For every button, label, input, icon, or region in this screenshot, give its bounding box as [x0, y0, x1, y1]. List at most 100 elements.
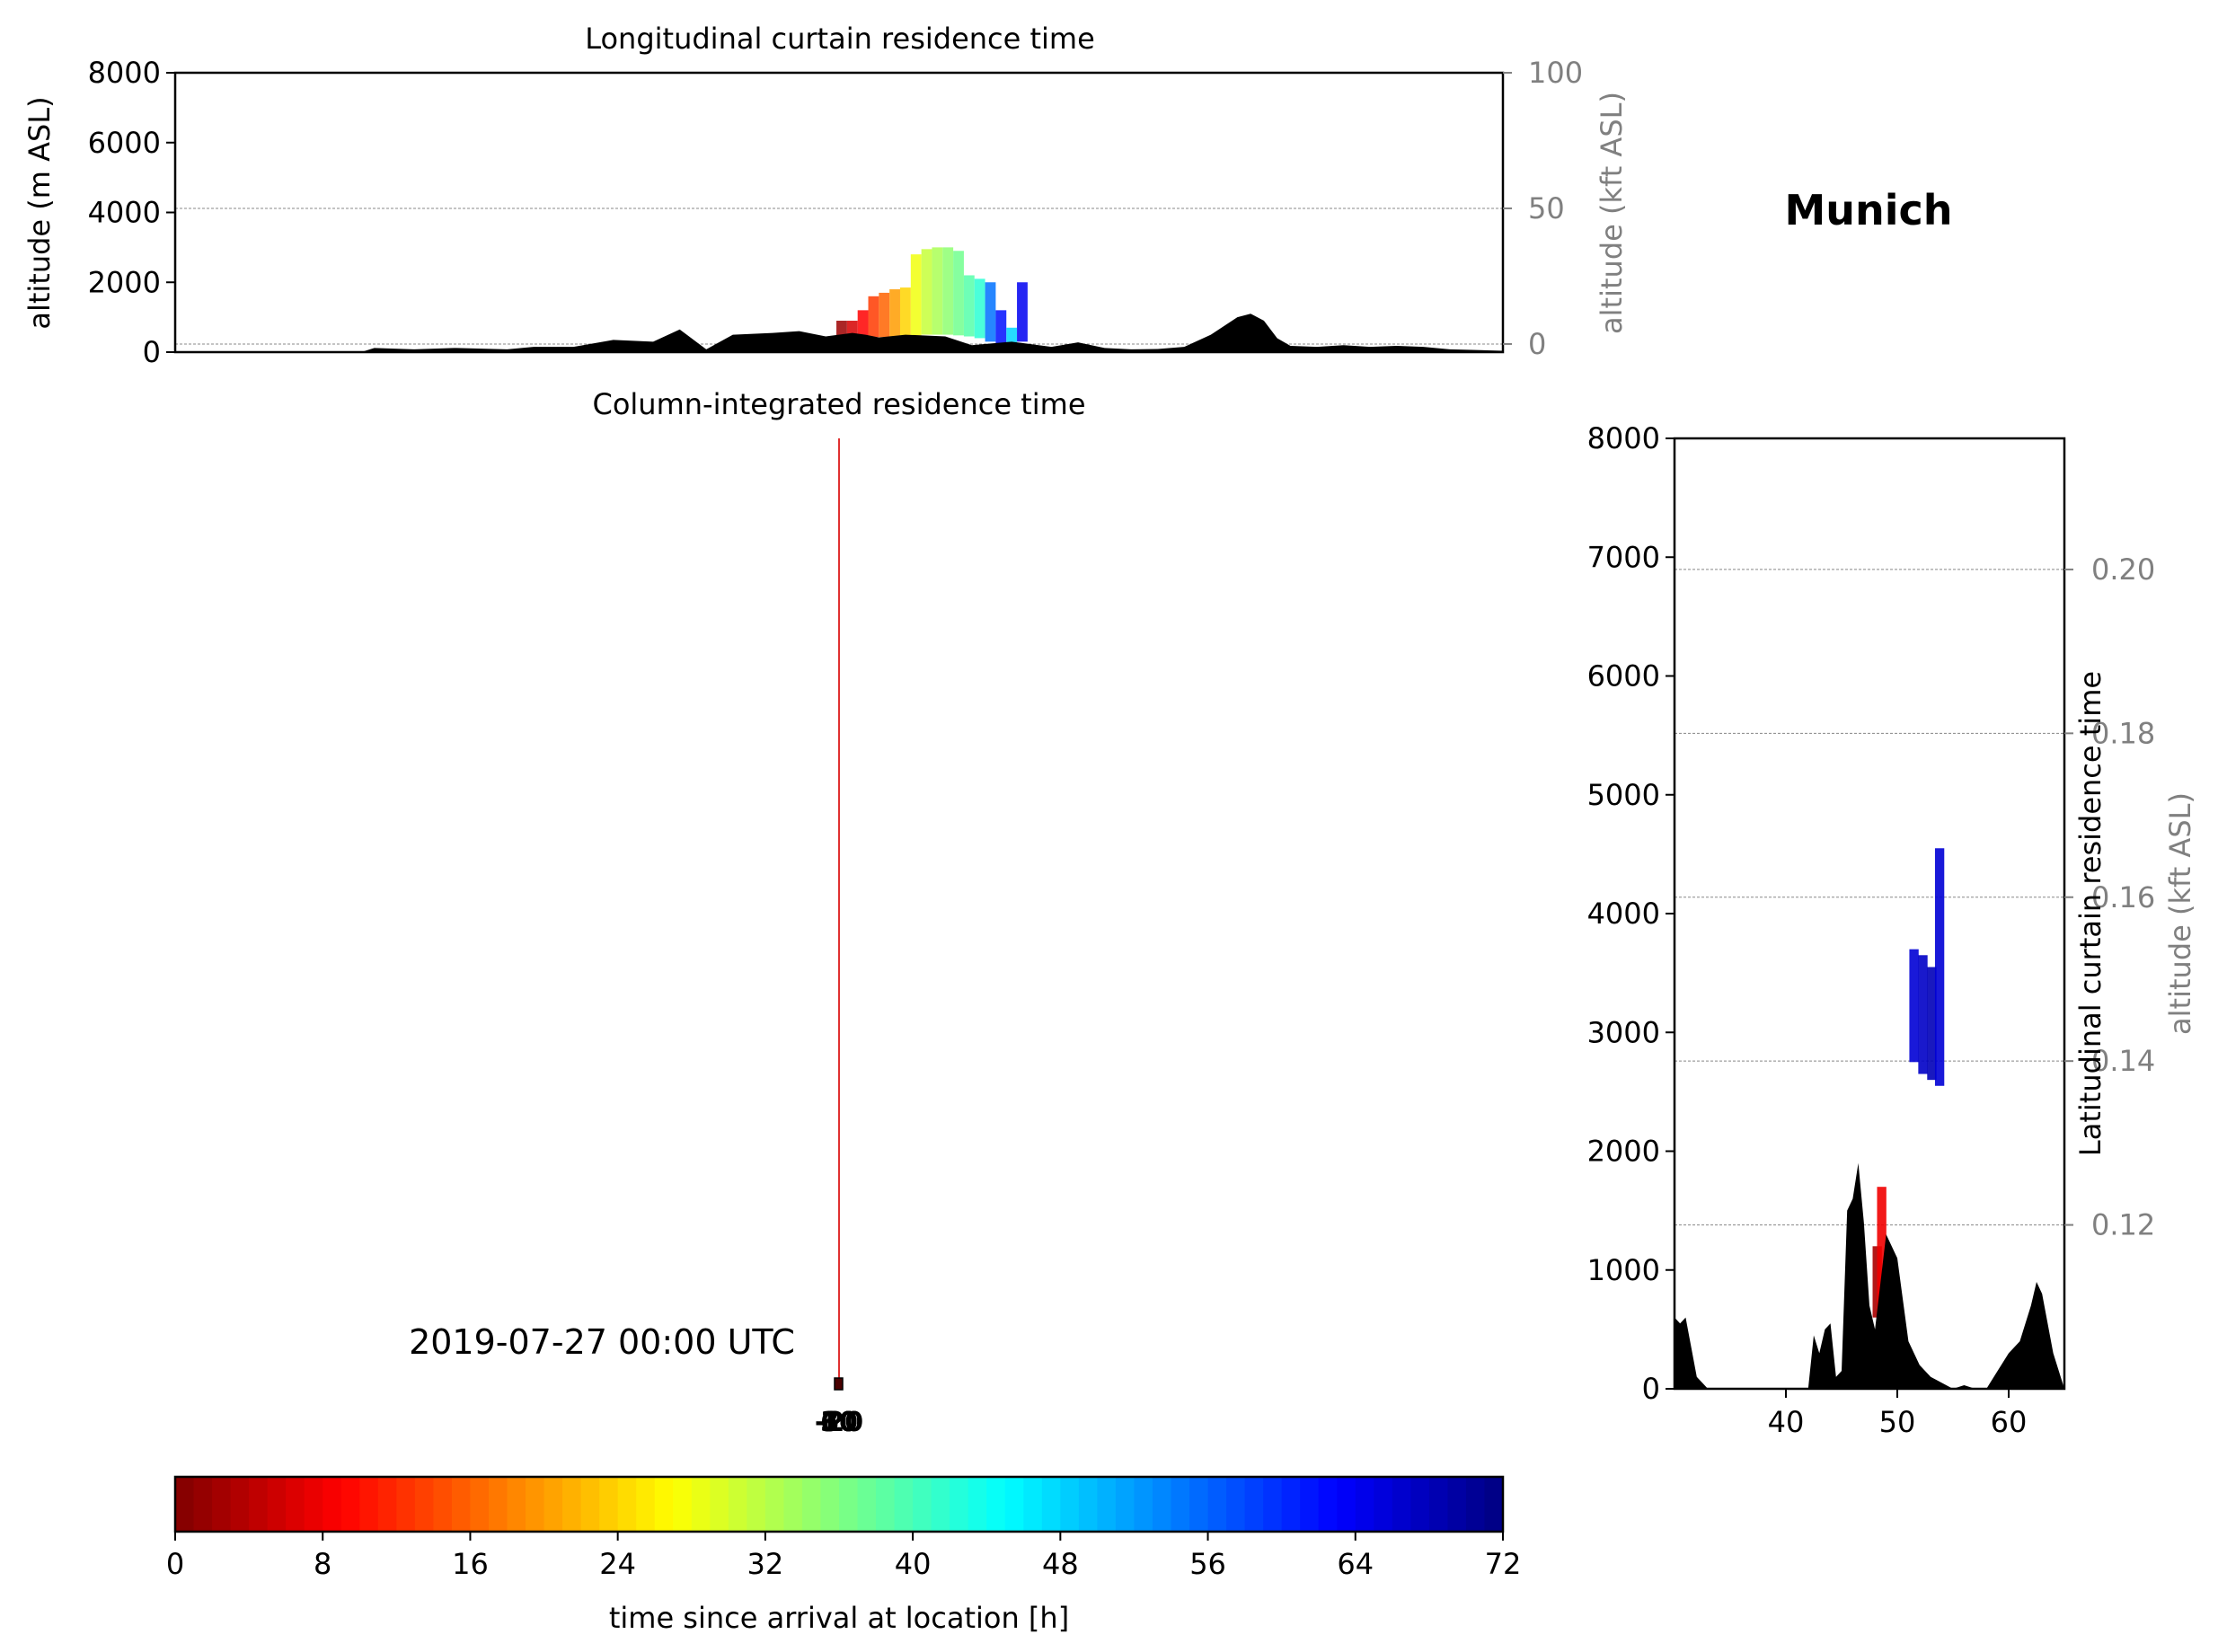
- colorbar-cell: [286, 1477, 305, 1532]
- colorbar-cell: [913, 1477, 932, 1532]
- colorbar-cell: [1465, 1477, 1486, 1532]
- plume-column: [1927, 967, 1937, 1081]
- colorbar-cell: [396, 1477, 416, 1532]
- plume-column: [995, 310, 1007, 346]
- column-title: Column-integrated residence time: [592, 387, 1085, 421]
- colorbar-cell: [691, 1477, 711, 1532]
- y2-tick-label: 0.12: [2091, 1208, 2155, 1242]
- y2-tick-label: 50: [1528, 191, 1565, 225]
- colorbar-cell: [764, 1477, 785, 1532]
- colorbar-tick-label: 64: [1337, 1547, 1374, 1581]
- colorbar-cell: [1447, 1477, 1467, 1532]
- plume-column: [846, 321, 858, 339]
- colorbar-cell: [1484, 1477, 1504, 1532]
- colorbar-tick-label: 24: [599, 1547, 636, 1581]
- plume-column: [836, 321, 847, 339]
- plume-column: [921, 249, 932, 335]
- y2-tick-label: 0.14: [2091, 1044, 2155, 1078]
- x-tick-label: 60: [1991, 1405, 2028, 1439]
- latitudinal-x-ticks: 40 50 60: [1768, 1389, 2028, 1439]
- colorbar-cell: [617, 1477, 637, 1532]
- timestamp-label: 2019-07-27 00:00 UTC: [409, 1322, 795, 1362]
- colorbar-cell: [507, 1477, 526, 1532]
- plume-column: [889, 289, 900, 337]
- column-integrated-panel: Column-integrated residence time -201030…: [592, 387, 1085, 1438]
- x-tick-label: 50: [1879, 1405, 1916, 1439]
- colorbar-cell: [580, 1477, 600, 1532]
- colorbar-cell: [783, 1477, 803, 1532]
- column-marker: [834, 1377, 844, 1391]
- colorbar-cell: [728, 1477, 747, 1532]
- colorbar-cell: [414, 1477, 434, 1532]
- colorbar-cell: [894, 1477, 914, 1532]
- colorbar-tick-label: 40: [895, 1547, 932, 1581]
- plume-column: [985, 282, 996, 342]
- colorbar-cell: [1355, 1477, 1374, 1532]
- y-tick-label: 7000: [1587, 540, 1660, 574]
- y-tick-label: 8000: [88, 56, 161, 90]
- longitudinal-terrain: [175, 314, 1503, 352]
- y2-tick-label: 100: [1528, 56, 1583, 90]
- y-tick-label: 4000: [1587, 897, 1660, 931]
- plume-column: [942, 247, 954, 335]
- colorbar-cell: [1318, 1477, 1338, 1532]
- colorbar-cell: [1023, 1477, 1043, 1532]
- latitudinal-terrain: [1675, 1162, 2064, 1389]
- x-tick-label: 40: [1768, 1405, 1805, 1439]
- y2-tick-label: 0: [1528, 327, 1546, 361]
- colorbar-cell: [1263, 1477, 1283, 1532]
- colorbar-cell: [876, 1477, 896, 1532]
- colorbar-cell: [1097, 1477, 1117, 1532]
- longitudinal-y2-ticks: 0 50 100: [1503, 56, 1583, 361]
- plume-column: [879, 292, 890, 338]
- colorbar-cell: [1374, 1477, 1393, 1532]
- longitudinal-ylabel: altitude (m ASL): [22, 96, 57, 329]
- colorbar-frame: [173, 1475, 1505, 1533]
- plume-column: [953, 251, 964, 336]
- longitudinal-grid: [175, 72, 1503, 345]
- column-tick-label: 60: [820, 1407, 858, 1438]
- column-tick-label: -20: [815, 1407, 863, 1438]
- colorbar-cell: [193, 1477, 213, 1532]
- latitudinal-plume: [1872, 848, 1945, 1330]
- column-tick-label: 30: [820, 1407, 858, 1438]
- plume-column: [963, 275, 975, 337]
- colorbar-tick-label: 0: [166, 1547, 184, 1581]
- location-title: Munich: [1784, 186, 1952, 234]
- colorbar-cell: [931, 1477, 950, 1532]
- latitudinal-y-ticks: 0 1000 2000 3000 4000 5000 6000 7000 8000: [1587, 421, 1675, 1406]
- longitudinal-title: Longitudinal curtain residence time: [585, 22, 1095, 56]
- colorbar-cell: [1337, 1477, 1356, 1532]
- colorbar-cell: [1410, 1477, 1430, 1532]
- colorbar-cell: [1060, 1477, 1080, 1532]
- longitudinal-axes-frame: [173, 71, 1505, 354]
- colorbar-cell: [1078, 1477, 1098, 1532]
- colorbar-tick-label: 8: [314, 1547, 331, 1581]
- y-tick-label: 1000: [1587, 1253, 1660, 1287]
- longitudinal-y-ticks: 0 2000 4000 6000 8000: [88, 56, 175, 369]
- y-tick-label: 5000: [1587, 778, 1660, 812]
- colorbar-cell: [488, 1477, 508, 1532]
- latitudinal-y2-ticks: 0.12 0.14 0.16 0.18 0.20: [2064, 552, 2155, 1242]
- longitudinal-y2label: altitude (kft ASL): [1595, 92, 1629, 334]
- longitudinal-plume: [836, 247, 1028, 349]
- plume-column: [1006, 327, 1018, 349]
- latitudinal-title: Latitudinal curtain residence time: [2073, 671, 2108, 1156]
- colorbar-cell: [1428, 1477, 1449, 1532]
- colorbar-cell: [636, 1477, 656, 1532]
- colorbar-cell: [249, 1477, 269, 1532]
- plume-column: [974, 278, 985, 339]
- colorbar-cell: [1041, 1477, 1061, 1532]
- colorbar-tick-label: 72: [1485, 1547, 1522, 1581]
- colorbar-cell: [1004, 1477, 1024, 1532]
- colorbar-cell: [1189, 1477, 1209, 1532]
- colorbar-cell: [212, 1477, 232, 1532]
- colorbar-cell: [857, 1477, 877, 1532]
- latitudinal-grid: [1675, 569, 2064, 1226]
- y-tick-label: 6000: [1587, 659, 1660, 693]
- y-tick-label: 2000: [1587, 1135, 1660, 1169]
- colorbar-tick-label: 48: [1042, 1547, 1079, 1581]
